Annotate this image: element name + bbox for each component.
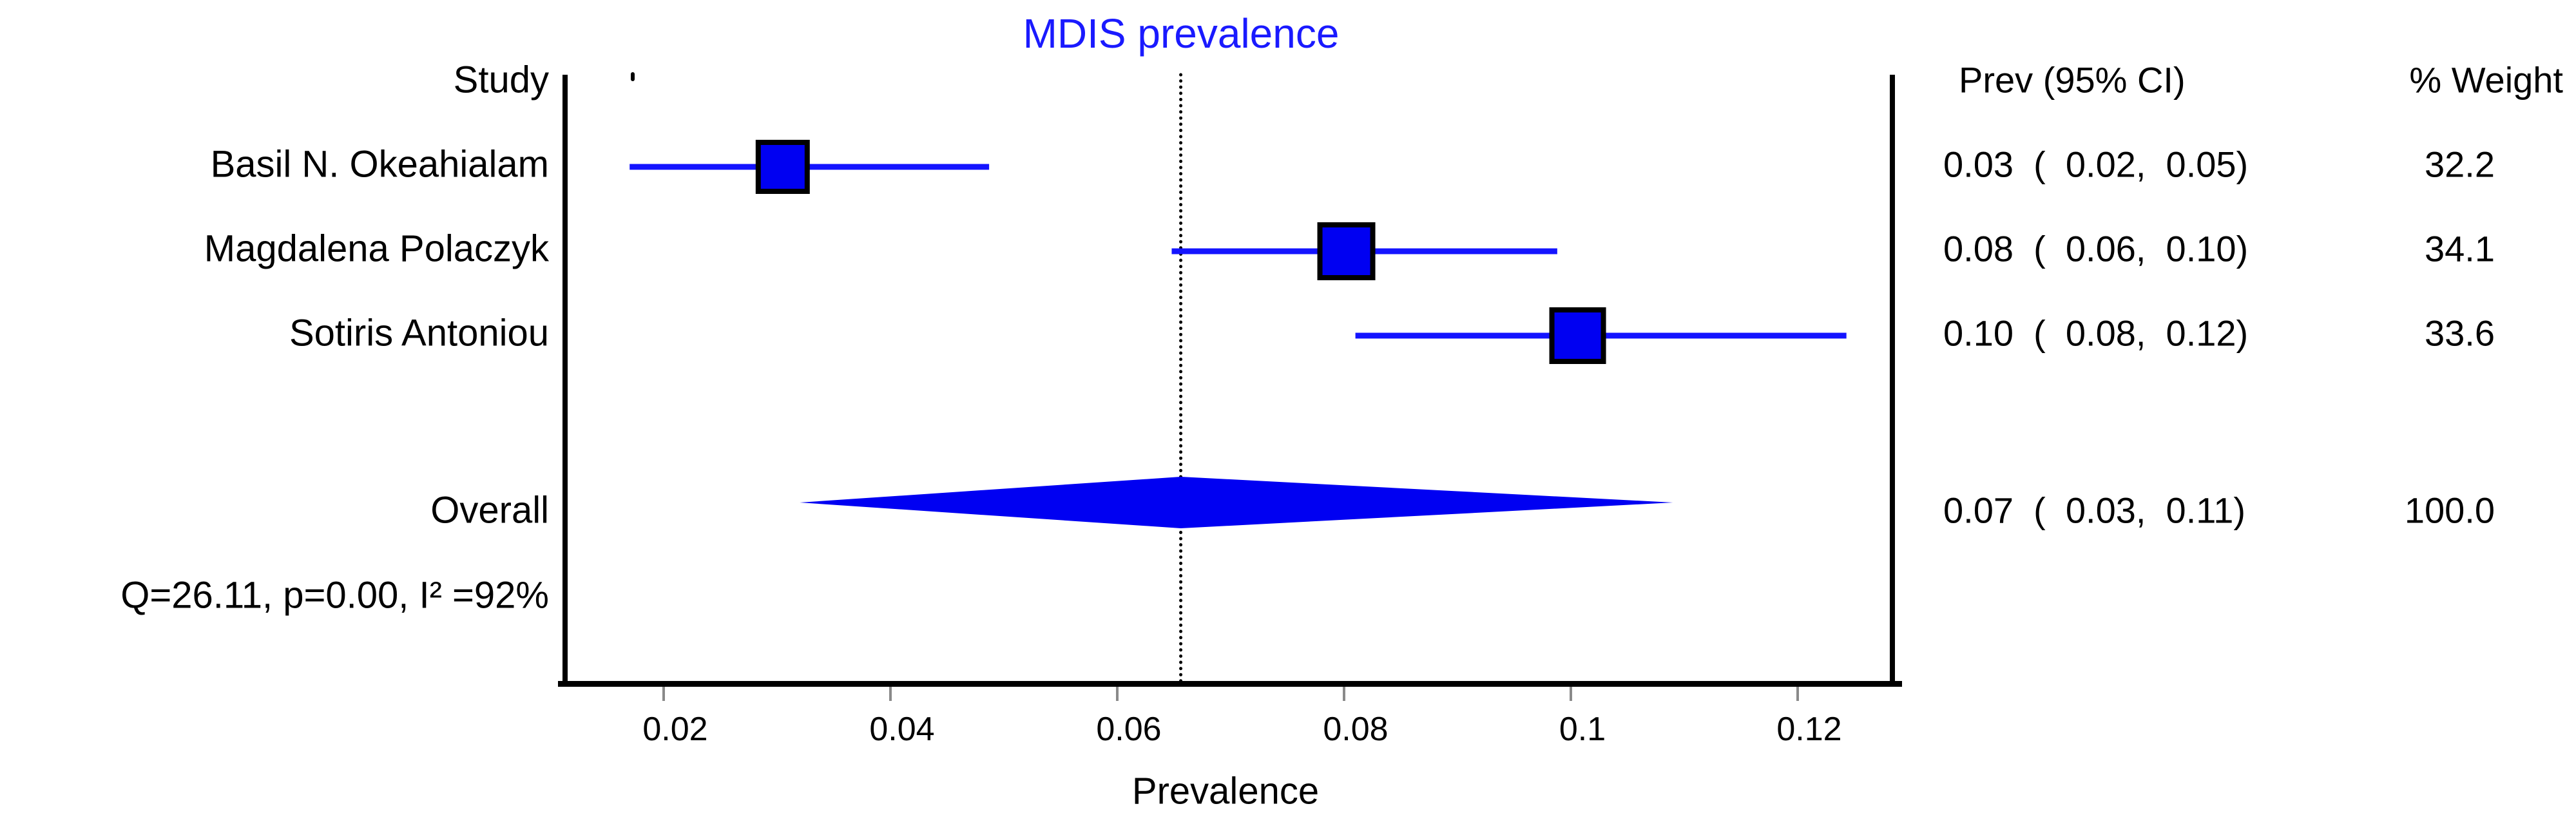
prev-column-header: Prev (95% CI)	[1959, 59, 2186, 101]
x-tick-label: 0.12	[1776, 711, 1842, 748]
overall-weight-value: 100.0	[2404, 490, 2495, 531]
x-tick-mark	[1343, 687, 1345, 701]
study-name-label: Sotiris Antoniou	[289, 312, 549, 354]
right-axis-line	[1890, 75, 1895, 687]
study-square-marker	[1317, 222, 1376, 280]
x-tick-label: 0.1	[1559, 711, 1606, 748]
x-axis-line	[558, 681, 1902, 687]
x-tick-label: 0.04	[869, 711, 935, 748]
overall-label: Overall	[430, 489, 549, 532]
x-tick-mark	[1116, 687, 1119, 701]
prev-ci-value: 0.03 ( 0.02, 0.05)	[1943, 144, 2249, 185]
x-tick-mark	[662, 687, 665, 701]
x-tick-label: 0.02	[642, 711, 708, 748]
x-axis-label: Prevalence	[1131, 770, 1320, 812]
weight-value: 33.6	[2425, 312, 2495, 354]
weight-value: 34.1	[2425, 228, 2495, 269]
x-tick-mark	[1570, 687, 1572, 701]
prev-ci-value: 0.10 ( 0.08, 0.12)	[1943, 312, 2249, 354]
left-axis-line	[562, 75, 568, 687]
heterogeneity-stats: Q=26.11, p=0.00, I² =92%	[120, 574, 549, 617]
overall-diamond	[800, 477, 1673, 528]
weight-value: 32.2	[2425, 144, 2495, 185]
x-tick-mark	[1796, 687, 1799, 701]
study-name-label: Magdalena Polaczyk	[204, 227, 549, 270]
weight-column-header: % Weight	[2409, 59, 2563, 101]
chart-title: MDIS prevalence	[1023, 10, 1340, 57]
x-tick-mark	[889, 687, 892, 701]
prev-ci-value: 0.08 ( 0.06, 0.10)	[1943, 228, 2249, 269]
overall-prev-value: 0.07 ( 0.03, 0.11)	[1943, 490, 2246, 531]
x-tick-label: 0.06	[1096, 711, 1162, 748]
stray-marker-dot	[631, 72, 635, 81]
study-column-header: Study	[453, 59, 549, 101]
study-name-label: Basil N. Okeahialam	[210, 143, 549, 186]
study-square-marker	[755, 140, 810, 194]
study-square-marker	[1549, 307, 1606, 364]
x-tick-label: 0.08	[1323, 711, 1389, 748]
